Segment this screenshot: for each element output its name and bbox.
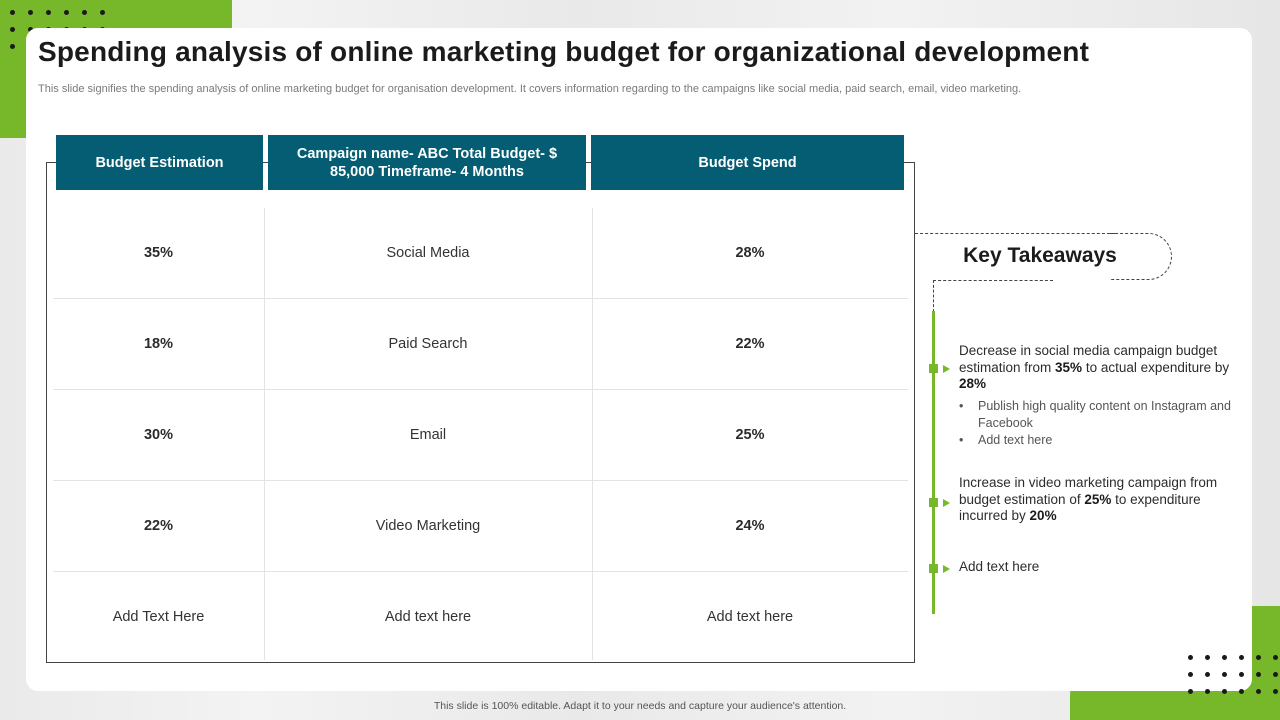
spend-cell: Add text here [706, 609, 794, 625]
column-divider [264, 208, 265, 660]
table-row: 30% Email 25% [53, 390, 908, 481]
takeaways-title-frame [1110, 233, 1172, 280]
takeaway-item-1-bullets: Publish high quality content on Instagra… [959, 398, 1249, 449]
timeline-marker [929, 498, 938, 507]
estimation-cell: 22% [143, 518, 174, 534]
campaign-cell: Video Marketing [375, 518, 481, 534]
arrow-right-icon [943, 565, 950, 573]
campaign-cell: Add text here [384, 609, 472, 625]
arrow-right-icon [943, 365, 950, 373]
table-row: Add Text Here Add text here Add text her… [53, 572, 908, 663]
footer-note: This slide is 100% editable. Adapt it to… [433, 700, 847, 712]
estimation-cell: 30% [143, 427, 174, 443]
takeaway-item-2: Increase in video marketing campaign fro… [959, 475, 1218, 523]
timeline-marker [929, 564, 938, 573]
campaign-cell: Email [409, 427, 447, 443]
campaign-cell: Paid Search [388, 336, 468, 352]
arrow-right-icon [943, 499, 950, 507]
takeaways-connector-line [915, 233, 1115, 234]
bullet-item: Add text here [959, 432, 1249, 449]
page-subtitle: This slide signifies the spending analys… [38, 83, 1022, 95]
estimation-cell: Add Text Here [112, 609, 205, 625]
timeline-marker [929, 364, 938, 373]
takeaways-timeline-line [932, 311, 935, 614]
takeaways-connector-line [933, 280, 1053, 281]
decorative-dots-bottom-right [1188, 655, 1280, 706]
header-budget-estimation: Budget Estimation [56, 135, 263, 190]
takeaway-item-1: Decrease in social media campaign budget… [959, 343, 1230, 391]
takeaway-item-3: Add text here [959, 559, 1040, 574]
table-row: 22% Video Marketing 24% [53, 481, 908, 572]
header-budget-spend: Budget Spend [591, 135, 904, 190]
page-title: Spending analysis of online marketing bu… [38, 36, 1090, 67]
estimation-cell: 35% [143, 245, 174, 261]
spend-cell: 28% [735, 245, 765, 261]
spend-cell: 25% [735, 427, 765, 443]
spend-cell: 22% [735, 336, 765, 352]
campaign-cell: Social Media [386, 245, 470, 261]
table-row: 35% Social Media 28% [53, 208, 908, 299]
header-campaign-name: Campaign name- ABC Total Budget- $ 85,00… [268, 135, 586, 190]
spend-cell: 24% [735, 518, 765, 534]
bullet-item: Publish high quality content on Instagra… [959, 398, 1249, 431]
takeaways-connector-line [933, 280, 934, 312]
table-row: 18% Paid Search 22% [53, 299, 908, 390]
takeaways-title: Key Takeaways [963, 244, 1117, 267]
column-divider [592, 208, 593, 660]
estimation-cell: 18% [143, 336, 174, 352]
